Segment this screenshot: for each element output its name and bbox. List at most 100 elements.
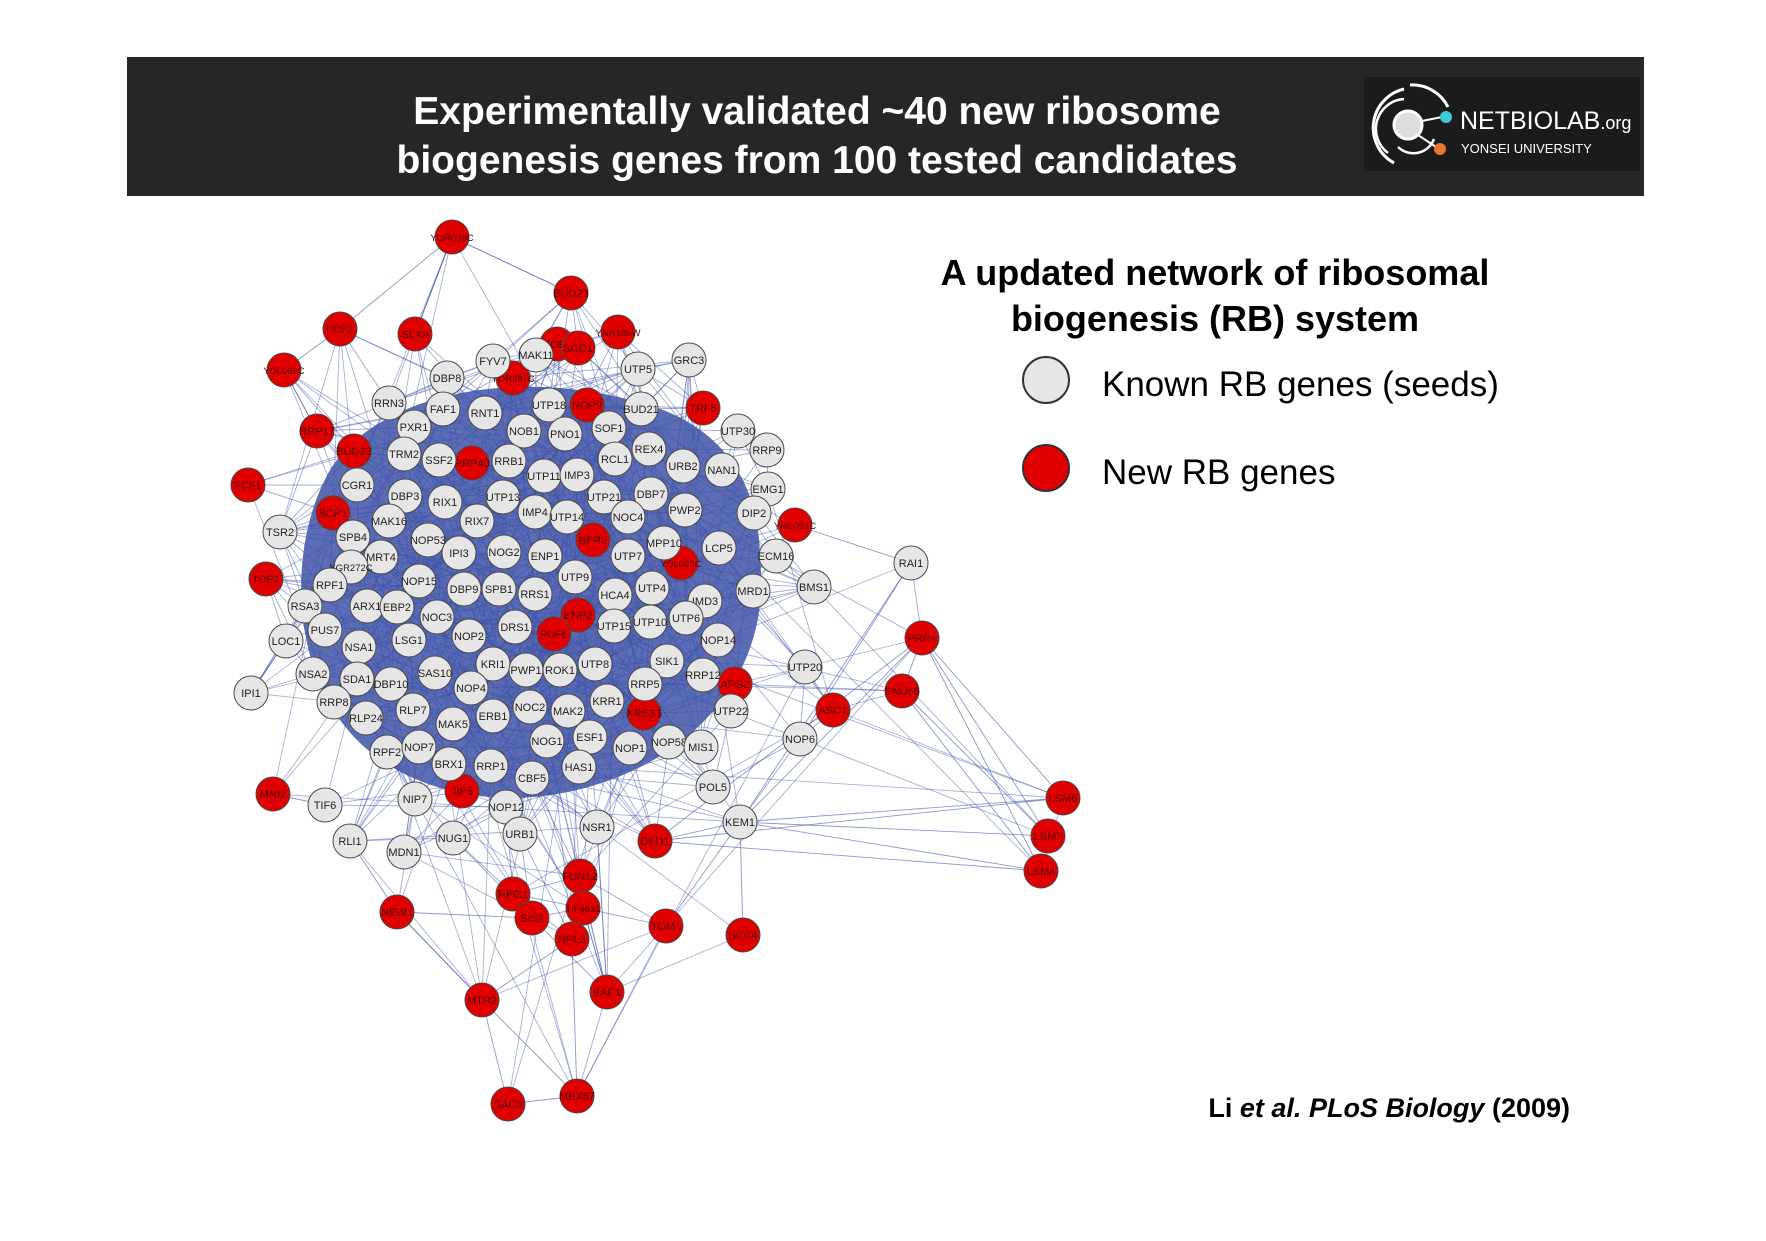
network-edge <box>739 562 912 823</box>
gene-node-circle <box>713 693 749 729</box>
network-edge <box>654 840 1042 872</box>
gene-node-circle <box>782 721 818 757</box>
gene-node-label: UTP9 <box>561 572 589 584</box>
gene-node-circle <box>307 787 343 823</box>
network-edge <box>508 458 616 462</box>
gene-node-rpf2: RPF2 <box>369 734 405 770</box>
gene-node-pol5: POL5 <box>695 769 731 805</box>
gene-node-spb4: SPB4 <box>335 519 371 555</box>
gene-node-circle <box>387 478 423 514</box>
network-edge <box>247 450 355 486</box>
network-edge <box>490 765 598 828</box>
gene-node-cgr1: CGR1 <box>339 467 375 503</box>
gene-node-circle <box>497 609 533 645</box>
gene-node-bud22: BUD22 <box>336 433 372 469</box>
network-edge <box>596 826 744 936</box>
gene-node-prp4: PRP4 <box>904 620 940 656</box>
gene-node-circle <box>230 467 266 503</box>
network-edge <box>546 740 581 877</box>
gene-node-circle <box>322 311 358 347</box>
gene-node-label: NOP12 <box>488 802 524 814</box>
network-edge <box>901 690 1042 872</box>
gene-node-dbp3: DBP3 <box>387 478 423 514</box>
gene-node-sik1: SIK1 <box>649 643 685 679</box>
gene-node-circle <box>453 670 489 706</box>
gene-node-circle <box>397 316 433 352</box>
gene-node-label: FAF1 <box>430 404 456 416</box>
network-edge <box>682 359 690 467</box>
gene-node-circle <box>451 618 487 654</box>
network-edge <box>739 821 744 936</box>
gene-node-label: KEM1 <box>725 817 755 829</box>
gene-node-bud21: BUD21 <box>623 391 659 427</box>
gene-node-circle <box>685 657 721 693</box>
gene-node-yml091c: YML091C <box>774 507 816 543</box>
gene-node-enp2: ENP2 <box>560 597 596 633</box>
network-edge <box>458 552 584 909</box>
legend-title-line-2: biogenesis (RB) system <box>1010 298 1420 339</box>
citation: Li et al. PLoS Biology (2009) <box>1100 1093 1570 1124</box>
gene-node-top1: TOP1 <box>248 561 284 597</box>
gene-node-label: MRT4 <box>366 552 396 564</box>
gene-node-circle <box>339 467 375 503</box>
gene-node-label: DBP9 <box>450 584 479 596</box>
gene-node-circle <box>549 499 585 535</box>
network-edge <box>339 328 420 582</box>
gene-node-nop4: NOP4 <box>453 670 489 706</box>
gene-node-nug1: NUG1 <box>435 820 471 856</box>
gene-node-utp14: UTP14 <box>549 499 585 535</box>
gene-node-circle <box>631 431 667 467</box>
gene-node-label: RLP7 <box>399 705 427 717</box>
gene-node-label: UTP7 <box>614 551 642 563</box>
gene-node-circle <box>373 666 409 702</box>
gene-node-circle <box>262 514 298 550</box>
gene-node-utp6: UTP6 <box>668 600 704 636</box>
gene-node-circle <box>459 503 495 539</box>
network-edge <box>481 999 509 1105</box>
gene-node-circle <box>560 597 596 633</box>
gene-node-dbp9: DBP9 <box>446 571 482 607</box>
gene-node-circle <box>490 1086 526 1122</box>
gene-node-tif6: TIF6 <box>307 787 343 823</box>
gene-node-rrp40: RRP40 <box>454 445 490 481</box>
gene-node-label: BUD23 <box>553 288 588 300</box>
gene-node-circle <box>371 503 407 539</box>
gene-node-label: TSR2 <box>266 527 294 539</box>
gene-node-circle <box>1030 818 1066 854</box>
gene-node-nsa1: NSA1 <box>341 629 377 665</box>
gene-node-slx9: SLX9 <box>397 316 433 352</box>
network-edge <box>596 826 608 993</box>
gene-node-imp3: IMP3 <box>559 457 595 493</box>
gene-node-dbp10: DBP10 <box>373 666 409 702</box>
gene-node-nop6: NOP6 <box>782 721 818 757</box>
gene-node-nop58: NOP58 <box>651 724 687 760</box>
gene-node-circle <box>233 675 269 711</box>
network-edge <box>279 450 355 533</box>
gene-node-rai1: RAI1 <box>893 545 929 581</box>
gene-node-label: KRR1 <box>592 696 621 708</box>
gene-node-nop9: NOP9 <box>569 387 605 423</box>
gene-node-circle <box>529 723 565 759</box>
gene-node-label: NOP15 <box>401 576 437 588</box>
network-edge <box>512 709 834 895</box>
gene-node-ssf2: SSF2 <box>421 442 457 478</box>
gene-node-label: RAI1 <box>899 558 923 570</box>
gene-node-rrp8: RRP8 <box>316 684 352 720</box>
gene-node-label: MAK16 <box>371 516 407 528</box>
gene-node-label: PUS7 <box>311 625 340 637</box>
gene-node-rnt1: RNT1 <box>467 395 503 431</box>
gene-node-rrp17: RRP17 <box>299 413 335 449</box>
gene-node-label: EAP1 <box>593 987 621 999</box>
gene-node-label: YOR006C <box>430 233 473 244</box>
gene-node-circle <box>514 760 550 796</box>
gene-node-label: SSF2 <box>425 455 453 467</box>
gene-node-rrb1: RRB1 <box>491 443 527 479</box>
gene-node-utp8: UTP8 <box>577 646 613 682</box>
gene-node-label: UTP5 <box>624 364 652 376</box>
network-edge <box>813 586 1049 837</box>
gene-node-ydl063c: YDL063C <box>263 352 305 388</box>
gene-node-circle <box>893 545 929 581</box>
gene-node-circle <box>649 643 685 679</box>
gene-node-circle <box>410 522 446 558</box>
